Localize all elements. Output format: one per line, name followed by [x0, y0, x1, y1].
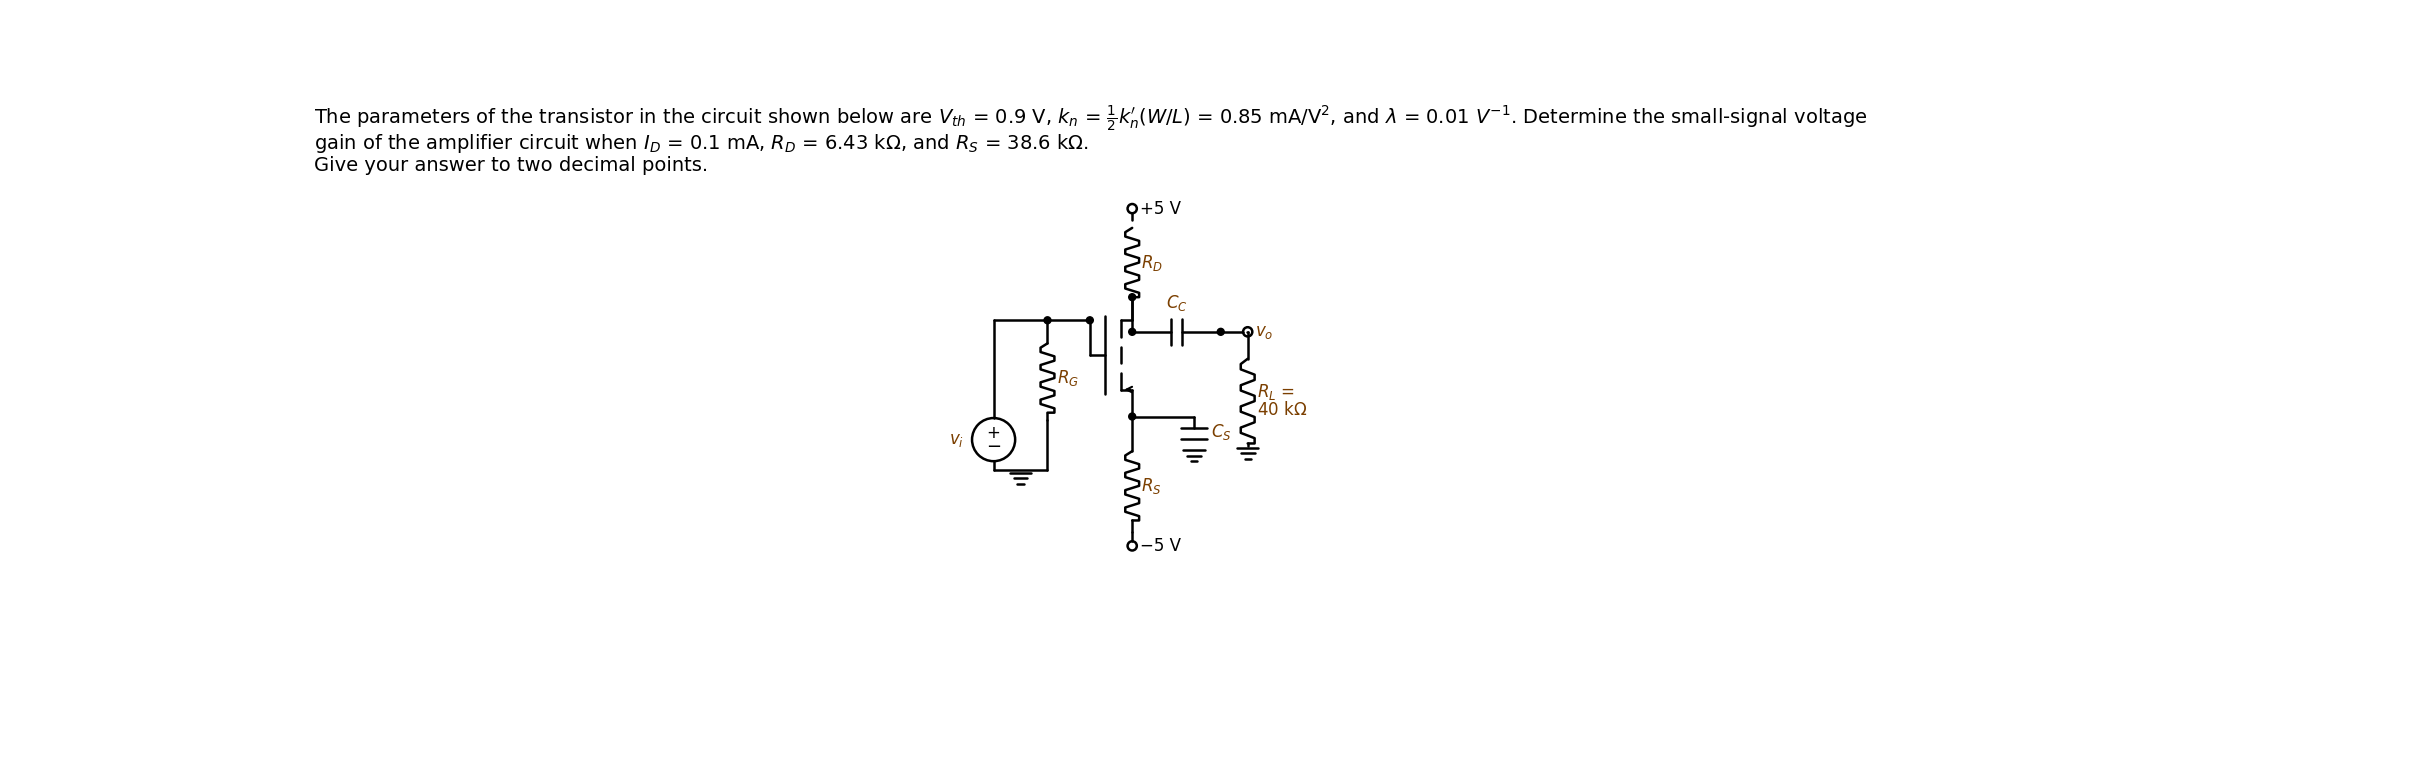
Text: $C_C$: $C_C$ — [1165, 293, 1187, 314]
Text: 40 k$\Omega$: 40 k$\Omega$ — [1257, 401, 1308, 419]
Text: −: − — [987, 438, 1001, 456]
Circle shape — [1129, 413, 1136, 420]
Circle shape — [1045, 317, 1052, 324]
Text: $R_S$: $R_S$ — [1141, 476, 1163, 496]
Text: gain of the amplifier circuit when $I_D$ = 0.1 mA, $R_D$ = 6.43 k$\Omega$, and $: gain of the amplifier circuit when $I_D$… — [314, 132, 1091, 154]
Text: The parameters of the transistor in the circuit shown below are $V_{th}$ = 0.9 V: The parameters of the transistor in the … — [314, 104, 1867, 134]
Circle shape — [1129, 328, 1136, 335]
Text: $R_G$: $R_G$ — [1057, 368, 1078, 388]
Text: $C_S$: $C_S$ — [1211, 422, 1231, 442]
Text: $v_o$: $v_o$ — [1255, 323, 1274, 341]
Text: Give your answer to two decimal points.: Give your answer to two decimal points. — [314, 156, 708, 175]
Text: $v_i$: $v_i$ — [950, 431, 965, 449]
Text: +5 V: +5 V — [1139, 199, 1180, 217]
Text: −5 V: −5 V — [1139, 537, 1180, 555]
Circle shape — [1086, 317, 1093, 324]
Text: +: + — [987, 424, 1001, 442]
Circle shape — [1216, 328, 1224, 335]
Text: $R_D$: $R_D$ — [1141, 252, 1163, 272]
Text: $R_L$ =: $R_L$ = — [1257, 382, 1296, 402]
Circle shape — [1129, 293, 1136, 300]
